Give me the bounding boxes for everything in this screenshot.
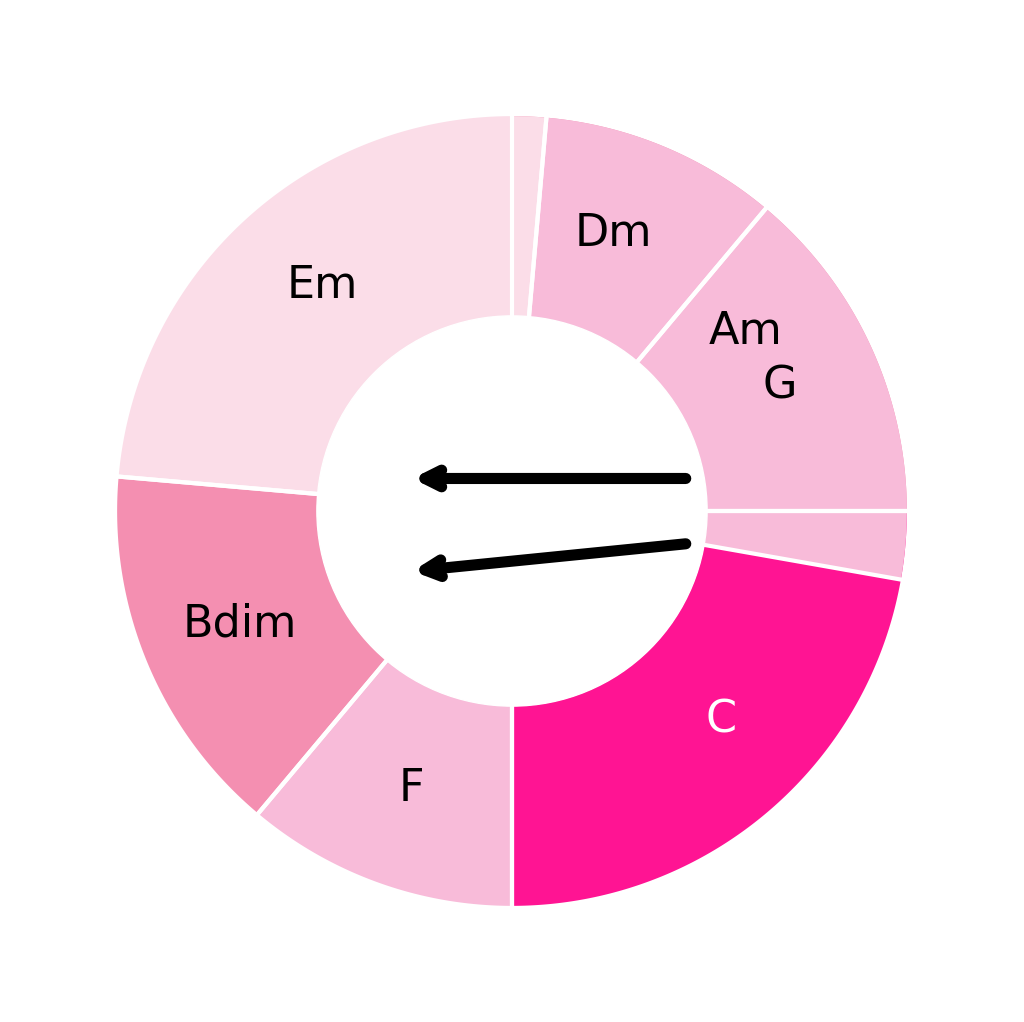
Polygon shape xyxy=(512,117,766,362)
Polygon shape xyxy=(119,117,547,494)
Text: Am: Am xyxy=(710,310,783,353)
Text: Bdim: Bdim xyxy=(182,602,297,645)
Text: G: G xyxy=(762,365,797,408)
Circle shape xyxy=(316,316,708,706)
Polygon shape xyxy=(512,511,907,905)
Text: C: C xyxy=(706,698,736,741)
Text: Dm: Dm xyxy=(574,213,651,256)
Polygon shape xyxy=(258,660,512,905)
Text: Em: Em xyxy=(287,264,358,307)
Text: F: F xyxy=(398,766,424,809)
Polygon shape xyxy=(117,476,387,814)
Polygon shape xyxy=(529,118,907,579)
Polygon shape xyxy=(637,208,907,511)
